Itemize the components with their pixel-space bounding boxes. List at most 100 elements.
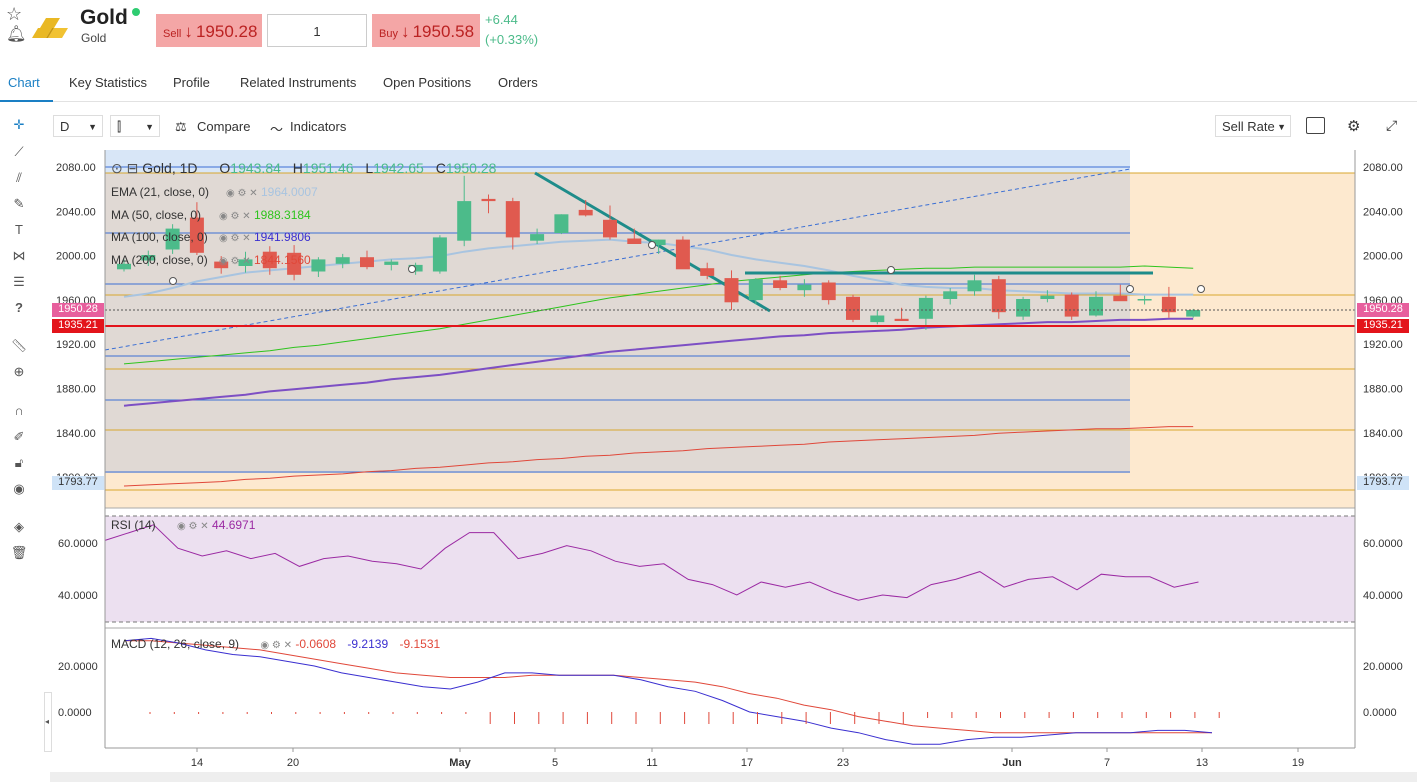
rsi-tick-label-right: 60.0000 <box>1363 538 1403 550</box>
indicators-icon[interactable]: 〜 <box>270 122 284 137</box>
ma200-value: 1844.1560 <box>253 252 311 267</box>
parallel-lines-icon[interactable]: ⫽ <box>16 170 22 185</box>
rate-value: Sell Rate <box>1222 119 1275 134</box>
sell-button[interactable]: Sell ↓ 1950.28 <box>156 14 262 47</box>
ruler-icon[interactable]: 📏︎ <box>10 338 28 353</box>
candle-body <box>1186 310 1201 317</box>
layers-icon[interactable]: ◈ <box>14 519 24 534</box>
candle-body <box>675 239 690 270</box>
interval-select[interactable]: D ▼ <box>53 115 103 137</box>
candle-body <box>748 279 763 301</box>
help-icon[interactable]: ? <box>15 300 23 315</box>
close-value: 1950.28 <box>445 160 497 176</box>
candle-body <box>360 257 374 268</box>
x-axis-label: 11 <box>646 757 657 769</box>
candle-body <box>335 257 350 264</box>
brush-icon[interactable]: ✎ <box>13 196 25 211</box>
price-tick-label-right: 2080.00 <box>1363 162 1403 174</box>
candle-body <box>1064 294 1079 317</box>
eye-icon[interactable]: ◉ <box>13 481 25 496</box>
compare-button[interactable]: Compare <box>197 119 251 134</box>
quantity-input[interactable]: 1 <box>267 14 367 47</box>
pattern-icon[interactable]: ⋈ <box>12 248 26 263</box>
tab-orders[interactable]: Orders <box>498 75 538 90</box>
rsi-tick-label-left: 60.0000 <box>58 538 98 550</box>
candle-body <box>991 279 1006 313</box>
buy-button[interactable]: Buy ↓ 1950.58 <box>372 14 480 47</box>
macd-tick-label-right: 0.0000 <box>1363 707 1397 719</box>
x-axis-label: 13 <box>1196 757 1208 769</box>
candle-body <box>1016 299 1031 317</box>
tab-chart[interactable]: Chart <box>8 75 40 90</box>
indicator-controls-icon[interactable]: ◉ ⚙ ✕ <box>177 521 209 532</box>
candle-body <box>408 264 423 272</box>
rate-select[interactable]: Sell Rate ▼ <box>1215 115 1291 137</box>
candle-body <box>700 268 715 276</box>
settings-gear-icon[interactable]: ⚙ <box>1347 118 1361 135</box>
zoom-in-icon[interactable]: ⊕ <box>13 364 25 379</box>
candle-body <box>797 284 812 291</box>
candle-body <box>603 219 617 238</box>
rsi-tick-label-right: 40.0000 <box>1363 590 1403 602</box>
instrument-title: Gold <box>80 6 128 29</box>
trendline-anchor <box>887 266 895 274</box>
candle-body <box>505 201 520 238</box>
price-tick-label-right: 2000.00 <box>1363 251 1403 263</box>
tab-profile[interactable]: Profile <box>173 75 210 90</box>
chart-type-select[interactable]: ⫿ ▼ <box>110 115 160 137</box>
tab-key-statistics[interactable]: Key Statistics <box>69 75 148 90</box>
current-price-tag-left: 1950.28 <box>52 303 104 317</box>
text-tool-icon[interactable]: T <box>15 222 23 237</box>
active-tab-indicator <box>0 100 53 102</box>
candle-body <box>554 214 569 233</box>
magnet-icon[interactable]: ∩ <box>14 403 24 418</box>
price-tick-label-left: 2040.00 <box>56 206 96 218</box>
indicator-legend: EMA (21, close, 0) ◉ ⚙ ✕ 1964.0007 MA (50… <box>111 182 318 272</box>
lock-drawing-icon[interactable]: ✐ <box>13 429 25 444</box>
ema-label: EMA (21, close, 0) <box>111 185 210 199</box>
indicator-controls-icon[interactable]: ◉ ⚙ ✕ <box>260 640 293 651</box>
downtrend-line <box>534 171 771 313</box>
indicator-controls-icon[interactable]: ◉ ⚙ ✕ <box>219 233 251 244</box>
indicator-controls-icon[interactable]: ◉ ⚙ ✕ <box>226 188 258 199</box>
bell-icon[interactable]: 🔔︎ <box>6 26 27 43</box>
ma100-value: 1941.9806 <box>253 230 311 244</box>
trend-line-icon[interactable]: ⟋ <box>14 144 24 159</box>
sell-arrow-icon: ↓ <box>184 22 193 41</box>
chevron-down-icon: ▼ <box>145 122 154 132</box>
tab-open-positions[interactable]: Open Positions <box>383 75 472 90</box>
fullscreen-icon[interactable]: ⤢ <box>1386 117 1398 133</box>
forecast-area <box>1130 173 1355 508</box>
unlock-icon[interactable]: 🔓︎ <box>14 455 24 470</box>
crosshair-icon[interactable]: ✛ <box>13 117 25 132</box>
sell-label: Sell <box>163 28 182 40</box>
candle-body <box>651 239 666 246</box>
buy-price: 1950.58 <box>412 22 475 41</box>
header: ☆ 🔔︎ Gold Gold Sell ↓ 1950.28 1 Buy ↓ 19… <box>0 0 1417 60</box>
trendline-anchor <box>1197 285 1205 293</box>
legend-symbol: Gold, 1D <box>142 160 198 176</box>
collapse-panel-handle[interactable]: ◂ <box>44 692 52 752</box>
indicators-button[interactable]: Indicators <box>290 119 347 134</box>
rsi-tick-label-left: 40.0000 <box>58 590 98 602</box>
screenshot-icon[interactable] <box>1306 117 1325 134</box>
rsi-band <box>105 516 1355 622</box>
instrument-subtitle: Gold <box>81 31 107 45</box>
compare-icon[interactable]: ⚖ <box>175 119 187 134</box>
candle-body <box>773 280 788 288</box>
candles-icon: ⫿ <box>117 119 122 134</box>
tab-related-instruments[interactable]: Related Instruments <box>240 75 357 90</box>
fibonacci-icon[interactable]: ☰ <box>13 274 25 289</box>
trash-icon[interactable]: 🗑︎ <box>10 545 28 560</box>
indicator-controls-icon[interactable]: ◉ ⚙ ✕ <box>219 210 251 222</box>
indicator-controls-icon[interactable]: ◉ ⚙ ✕ <box>219 255 251 267</box>
buy-arrow-icon: ↓ <box>401 22 410 41</box>
candle-body <box>384 261 399 265</box>
trendline-anchor <box>169 277 177 285</box>
collapse-icon[interactable]: ⊙ ⊟ <box>111 160 139 176</box>
x-axis-label: 14 <box>191 757 203 769</box>
x-axis-label: 5 <box>552 757 558 769</box>
star-icon[interactable]: ☆ <box>6 4 23 24</box>
horizontal-scrollbar[interactable] <box>50 772 1417 782</box>
ma50-line <box>123 265 1194 365</box>
